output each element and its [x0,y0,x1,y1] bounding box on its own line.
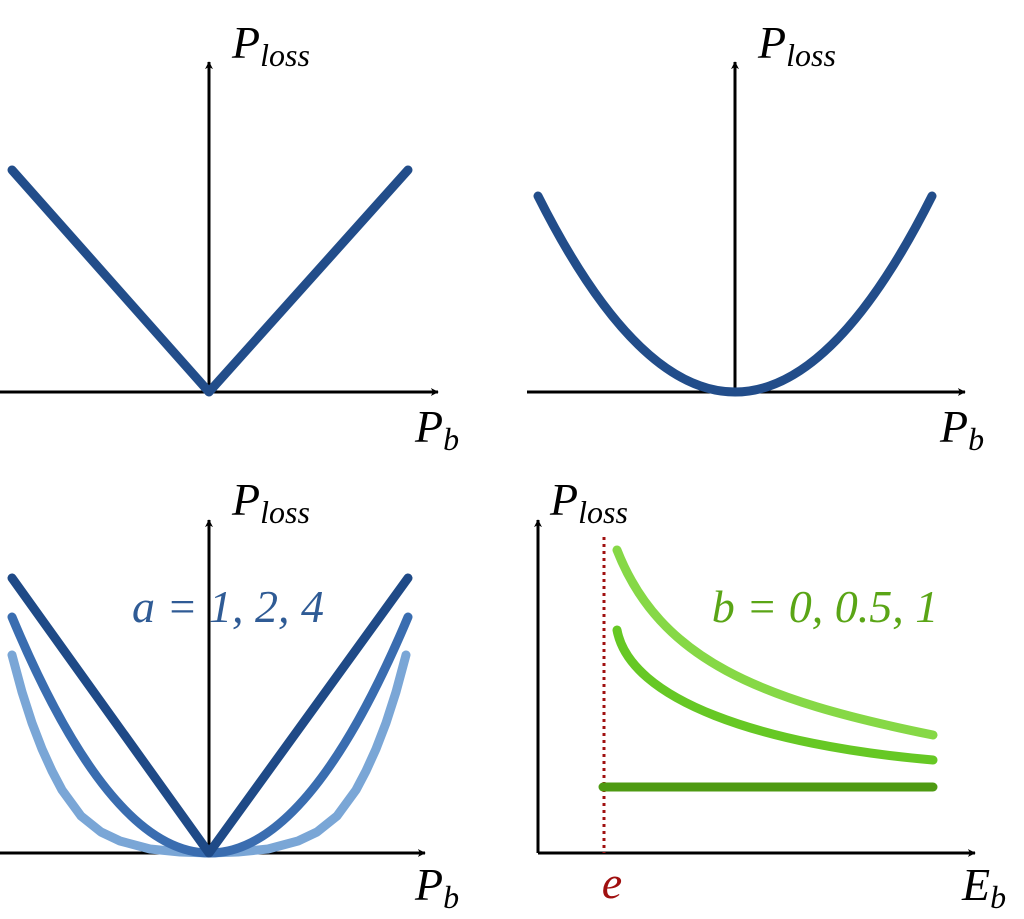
curve [533,191,937,397]
label-base: P [757,17,786,68]
label-sub: b [990,879,1006,915]
panel-quadratic: Ploss Pb [527,17,984,457]
y-label: Ploss [231,17,310,73]
panel-power: Ploss Pb a = 1, 2, 4 [0,474,459,915]
annotation: a = 1, 2, 4 [132,581,324,632]
label-sub: loss [578,494,628,530]
label-sub: loss [260,494,310,530]
label-base: P [939,401,968,452]
x-label: Pb [414,859,459,915]
threshold-label: e [602,857,622,908]
y-label: Ploss [231,474,310,530]
label-base: P [231,17,260,68]
label-sub: b [968,421,984,457]
x-label: Eb [961,859,1006,915]
curve-b05 [612,625,938,765]
label-base: P [414,401,443,452]
label-base: E [961,859,990,910]
label-base: P [549,474,578,525]
label-sub: loss [786,37,836,73]
label-base: P [414,859,443,910]
label-sub: b [443,421,459,457]
curve [7,165,413,397]
panel-linear: Ploss Pb [0,17,459,457]
label-sub: loss [260,37,310,73]
curve-b1 [612,545,938,740]
label-base: P [231,474,260,525]
x-label: Pb [939,401,984,457]
annotation: b = 0, 0.5, 1 [712,581,939,632]
label-sub: b [443,879,459,915]
panel-energy: Ploss Eb e b = 0, 0.5, 1 [534,474,1006,915]
y-label: Ploss [757,17,836,73]
x-label: Pb [414,401,459,457]
y-label: Ploss [549,474,628,530]
curve-a1 [7,573,413,858]
